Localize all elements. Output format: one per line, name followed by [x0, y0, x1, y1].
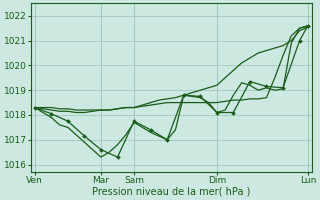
X-axis label: Pression niveau de la mer( hPa ): Pression niveau de la mer( hPa ) [92, 187, 251, 197]
